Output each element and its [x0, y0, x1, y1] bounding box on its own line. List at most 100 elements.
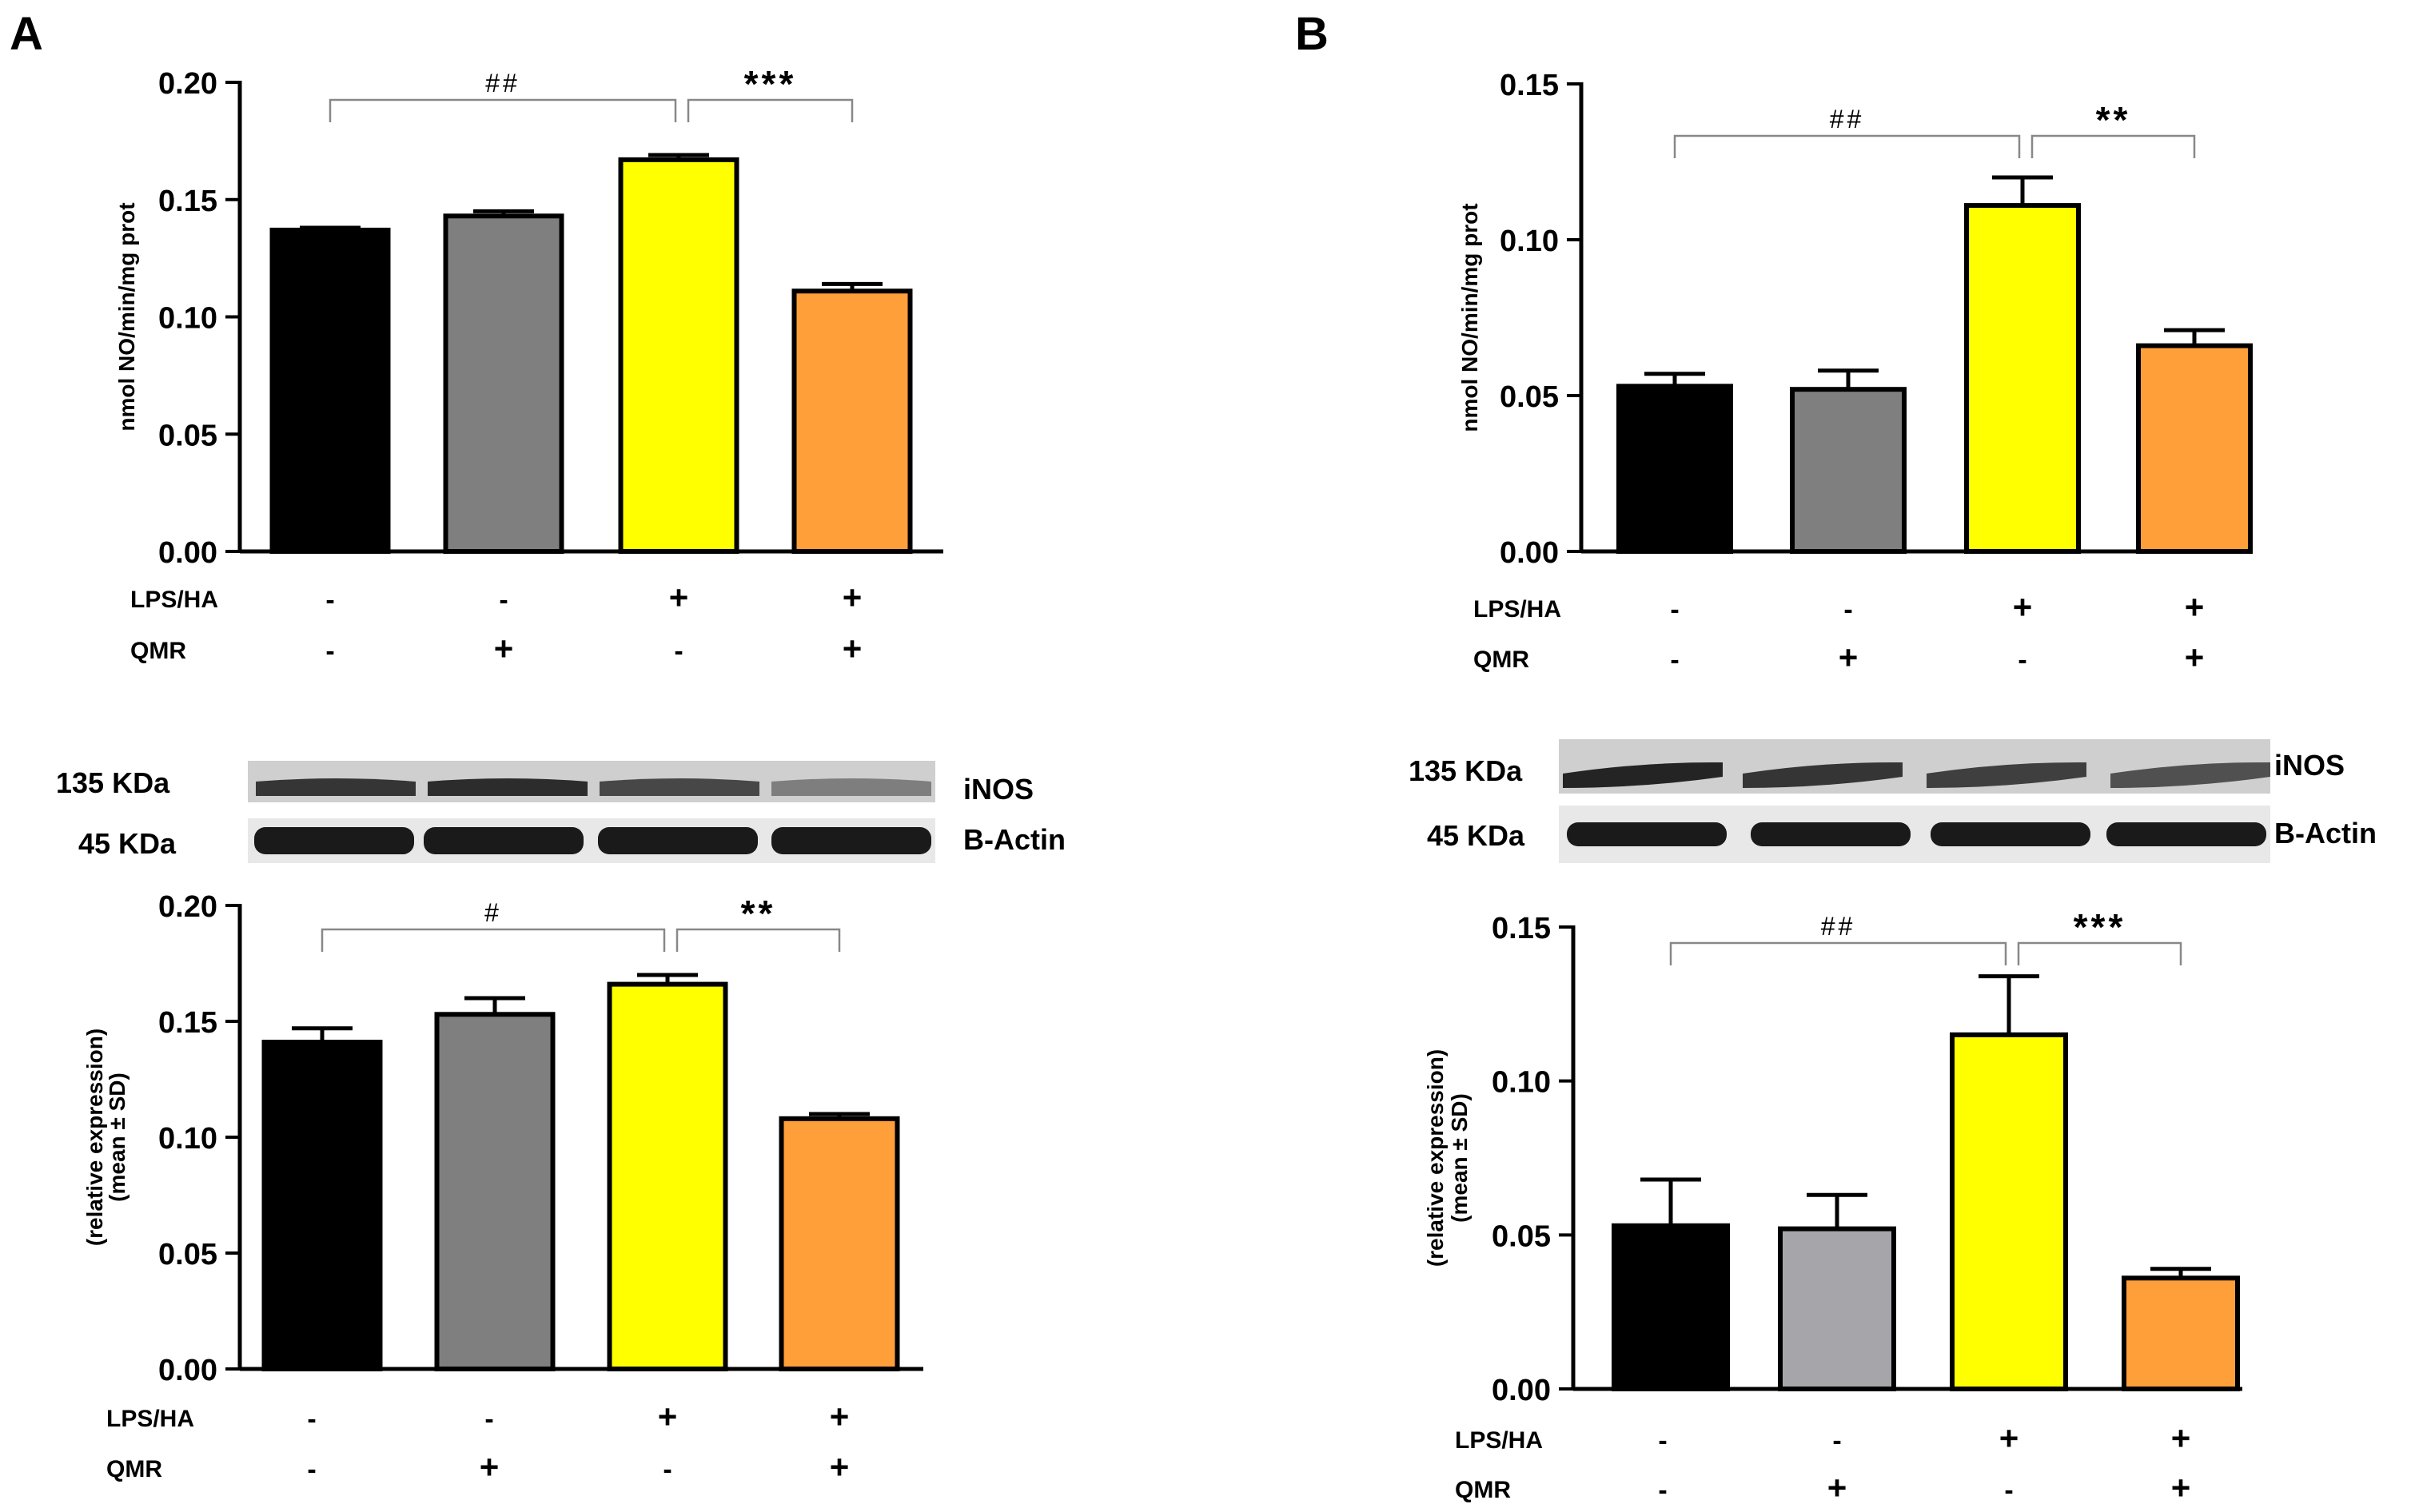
lps-sign: + — [2185, 588, 2205, 626]
blot-b-marker-135: 135 KDa — [1409, 754, 1523, 787]
lps-sign: + — [2171, 1419, 2191, 1457]
blot-a-actin-bands — [254, 827, 931, 854]
bar — [791, 288, 913, 554]
conditions-a-top: LPS/HA QMR - - + + - + - + — [130, 579, 862, 667]
conditions-a-bottom: LPS/HA QMR - - + + - + - + — [106, 1398, 849, 1486]
y-axis-title: nmol NO/min/mg prot — [1457, 203, 1482, 432]
inos-band — [2110, 762, 2270, 788]
y-tick-label: 0.10 — [158, 302, 217, 336]
blot-a-actin-label: B-Actin — [963, 823, 1066, 856]
qmr-sign: - — [2018, 645, 2026, 675]
inos-band — [256, 778, 416, 796]
bar — [1964, 203, 2081, 554]
significance-label: *** — [2074, 906, 2126, 948]
y-tick-label: 0.00 — [1500, 536, 1559, 570]
conditions-b-bottom: LPS/HA QMR - - + + - + - + — [1455, 1419, 2190, 1506]
blot-b-inos-bands — [1563, 762, 2270, 788]
bar — [2122, 1275, 2240, 1392]
actin-band — [1751, 822, 1911, 846]
actin-band — [1567, 822, 1727, 846]
lps-sign: - — [499, 585, 508, 615]
y-tick-label: 0.10 — [1500, 225, 1559, 258]
significance-bracket — [675, 928, 841, 952]
inos-band — [1563, 762, 1723, 788]
panel-a-letter: A — [10, 8, 43, 60]
row-label-lps: LPS/HA — [130, 587, 218, 613]
lps-sign: + — [1999, 1419, 2019, 1457]
qmr-sign: - — [1670, 645, 1679, 675]
y-tick-label: 0.05 — [1500, 380, 1559, 414]
actin-band — [2106, 822, 2266, 846]
y-tick-label: 0.00 — [158, 1354, 217, 1387]
significance-bracket — [687, 98, 854, 122]
chart-a-bottom: 0.00 0.05 0.10 0.15 0.20 (relative expression… — [82, 890, 923, 1387]
row-label-qmr: QMR — [130, 638, 186, 664]
y-tick-label: 0.00 — [1492, 1374, 1551, 1407]
lps-sign: - — [1658, 1426, 1667, 1456]
y-tick-label: 0.10 — [1492, 1066, 1551, 1100]
inos-band — [1927, 762, 2086, 788]
qmr-sign: + — [830, 1448, 850, 1486]
bar — [607, 981, 728, 1371]
y-tick-label: 0.15 — [158, 1006, 217, 1040]
significance-label: ** — [2096, 99, 2131, 141]
qmr-sign: - — [674, 636, 683, 666]
blot-b-actin-bands — [1567, 822, 2266, 846]
significance-bracket — [321, 928, 666, 952]
row-label-qmr: QMR — [106, 1456, 162, 1482]
qmr-sign: - — [663, 1454, 671, 1485]
bar — [1612, 1223, 1730, 1391]
row-label-qmr: QMR — [1455, 1477, 1511, 1503]
row-label-lps: LPS/HA — [1473, 596, 1561, 623]
qmr-sign: + — [843, 630, 863, 667]
y-tick-label: 0.10 — [158, 1122, 217, 1156]
significance-label: ** — [741, 893, 776, 934]
blot-a-inos-label: iNOS — [963, 773, 1034, 806]
inos-band — [771, 778, 931, 796]
significance-label: ## — [1830, 105, 1865, 133]
blot-b-marker-45: 45 KDa — [1427, 819, 1525, 852]
lps-sign: - — [325, 585, 334, 615]
bar — [434, 1012, 556, 1372]
blot-b-actin-label: B-Actin — [2274, 817, 2377, 850]
qmr-sign: - — [325, 636, 334, 666]
chart-b-bottom: 0.00 0.05 0.10 0.15 (relative expression) (me… — [1423, 906, 2242, 1407]
actin-band — [254, 827, 414, 854]
qmr-sign: - — [2004, 1475, 2013, 1506]
panel-b-letter: B — [1295, 8, 1329, 60]
qmr-sign: + — [1827, 1469, 1847, 1506]
y-tick-label: 0.20 — [158, 67, 217, 101]
bar — [269, 227, 391, 554]
inos-band — [600, 778, 759, 796]
y-axis-title: (relative expression) — [82, 1029, 107, 1246]
lps-sign: - — [1843, 595, 1852, 625]
y-axis-title: (relative expression) — [1423, 1049, 1448, 1267]
bar — [618, 157, 739, 554]
qmr-sign: + — [494, 630, 514, 667]
lps-sign: + — [658, 1398, 678, 1435]
bar — [1778, 1226, 1896, 1392]
row-label-lps: LPS/HA — [1455, 1427, 1543, 1454]
lps-sign: - — [307, 1404, 316, 1434]
western-blot-a: 135 KDa 45 KDa iNOS B-Actin — [56, 761, 1066, 863]
bar — [1950, 1032, 2068, 1392]
lps-sign: - — [484, 1404, 493, 1434]
inos-band — [1743, 762, 1903, 788]
bar — [2136, 343, 2253, 554]
blot-a-marker-135: 135 KDa — [56, 766, 170, 799]
lps-sign: + — [843, 579, 863, 616]
chart-b-top: 0.00 0.05 0.10 0.15 nmol NO/min/mg prot ## ** — [1457, 69, 2253, 570]
significance-label: ## — [1821, 912, 1856, 941]
significance-bracket — [329, 98, 677, 122]
significance-bracket — [1669, 941, 2007, 965]
row-label-qmr: QMR — [1473, 647, 1529, 673]
y-axis-title: nmol NO/min/mg prot — [114, 202, 139, 431]
lps-sign: + — [2013, 588, 2033, 626]
qmr-sign: - — [307, 1454, 316, 1485]
significance-label: ## — [485, 69, 520, 97]
significance-bracket — [1673, 134, 2021, 158]
y-tick-label: 0.15 — [158, 185, 217, 218]
significance-bracket — [2030, 134, 2196, 158]
qmr-sign: - — [1658, 1475, 1667, 1506]
